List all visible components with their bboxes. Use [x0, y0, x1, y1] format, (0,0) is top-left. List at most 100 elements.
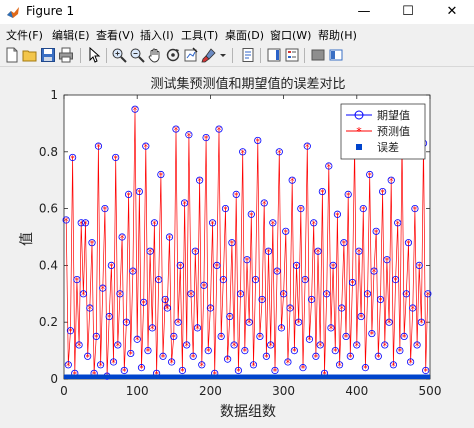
- expected-point: [137, 364, 146, 372]
- expected-point: [228, 239, 236, 247]
- predicted-point: *: [363, 365, 368, 375]
- open-file-icon[interactable]: [22, 47, 38, 63]
- expected-point: [187, 290, 195, 298]
- expected-point: [404, 239, 413, 247]
- predicted-point: *: [391, 362, 396, 372]
- expected-point: [381, 341, 389, 349]
- expected-point: [254, 136, 262, 145]
- expected-point: [150, 219, 159, 227]
- menu-file[interactable]: 文件(F): [6, 29, 43, 42]
- predicted-point: *: [90, 240, 95, 250]
- menu-window[interactable]: 窗口(W): [270, 29, 312, 42]
- window-title: Figure 1: [26, 4, 75, 18]
- expected-point: [348, 278, 357, 287]
- expected-point: [183, 341, 191, 349]
- print-icon[interactable]: [58, 47, 74, 63]
- link-plot-icon[interactable]: [240, 47, 256, 63]
- hide-plot-tools-icon[interactable]: [310, 47, 326, 63]
- predicted-point: *: [135, 336, 140, 346]
- toolbar-separator: [232, 48, 233, 63]
- insert-legend-icon[interactable]: [284, 47, 300, 63]
- predicted-point: *: [176, 319, 181, 329]
- predicted-point: *: [408, 359, 413, 369]
- expected-point: [344, 190, 352, 199]
- predicted-point: *: [260, 296, 265, 306]
- predicted-point: *: [133, 106, 138, 116]
- expected-point: [363, 290, 372, 298]
- expected-point: [146, 247, 154, 255]
- menu-insert[interactable]: 插入(I): [140, 29, 174, 42]
- error-point: [425, 374, 431, 379]
- expected-point: [252, 276, 260, 284]
- predicted-point: *: [359, 314, 364, 324]
- data-cursor-icon[interactable]: [183, 47, 199, 63]
- predicted-point: *: [251, 362, 256, 372]
- x-tick-label: 100: [126, 384, 149, 398]
- predicted-point: *: [395, 220, 400, 230]
- expected-point: [396, 346, 404, 355]
- expected-point: [269, 219, 277, 227]
- save-icon[interactable]: [40, 47, 56, 63]
- predicted-point: *: [249, 211, 254, 221]
- expected-point: [297, 205, 305, 213]
- predicted-point: *: [417, 262, 422, 272]
- predicted-point: *: [247, 319, 252, 329]
- expected-point: [189, 352, 197, 360]
- matlab-app-icon: [7, 7, 19, 18]
- predicted-point: *: [411, 305, 416, 315]
- expected-point: [387, 176, 395, 184]
- menu-bar: 文件(F) 编辑(E) 查看(V) 插入(I) 工具(T) 桌面(D) 窗口(W…: [0, 24, 474, 44]
- expected-point: [394, 219, 402, 227]
- close-button[interactable]: ✕: [446, 4, 458, 19]
- expected-point: [355, 247, 363, 255]
- insert-colorbar-icon[interactable]: [266, 47, 282, 63]
- predicted-point: *: [367, 172, 372, 182]
- predicted-point: *: [180, 367, 185, 377]
- new-figure-icon[interactable]: [4, 47, 20, 63]
- predicted-point: *: [305, 143, 310, 153]
- predicted-point: *: [348, 353, 353, 363]
- y-tick-label: 0.2: [39, 315, 58, 329]
- expected-point: [122, 318, 131, 326]
- expected-point: [219, 276, 227, 284]
- show-plot-tools-icon[interactable]: [328, 47, 344, 63]
- menu-desktop[interactable]: 桌面(D): [225, 29, 265, 42]
- predicted-point: *: [64, 217, 69, 227]
- predicted-point: *: [206, 348, 211, 358]
- expected-point: [273, 267, 281, 275]
- minimize-button[interactable]: —: [357, 4, 371, 19]
- edit-plot-arrow-icon[interactable]: [86, 47, 102, 63]
- expected-point: [249, 361, 258, 369]
- predicted-point: *: [184, 342, 189, 352]
- predicted-point: *: [234, 191, 239, 201]
- rotate-3d-icon[interactable]: [165, 47, 181, 63]
- zoom-out-icon[interactable]: [129, 47, 145, 63]
- zoom-in-icon[interactable]: [111, 47, 127, 63]
- expected-point: [118, 233, 126, 241]
- expected-point: [196, 176, 204, 184]
- brush-icon[interactable]: [201, 47, 217, 63]
- predicted-point: *: [101, 285, 106, 295]
- expected-point: [217, 332, 225, 340]
- expected-point: [163, 304, 171, 312]
- legend-expected-marker: [354, 110, 364, 120]
- expected-point: [299, 364, 307, 372]
- menu-tools[interactable]: 工具(T): [181, 29, 219, 42]
- expected-point: [376, 295, 385, 304]
- legend[interactable]: 期望值 * 预测值 误差: [340, 103, 426, 160]
- expected-point: [208, 219, 217, 227]
- expected-point: [124, 190, 133, 199]
- expected-point: [331, 346, 339, 355]
- predicted-point: *: [275, 268, 280, 278]
- brush-dropdown-icon[interactable]: [218, 47, 228, 63]
- maximize-button[interactable]: ☐: [402, 4, 414, 19]
- menu-help[interactable]: 帮助(H): [318, 29, 357, 42]
- y-tick-label: 0: [50, 372, 58, 386]
- expected-point: [389, 361, 397, 369]
- x-axis-label: 数据组数: [220, 404, 276, 420]
- menu-edit[interactable]: 编辑(E): [52, 29, 90, 42]
- menu-view[interactable]: 查看(V): [96, 29, 135, 42]
- expected-point: [185, 131, 193, 139]
- chart[interactable]: 测试集预测值和期望值的误差对比 0 100 200 300 400 500 0 0.2 0.4 0…: [0, 67, 474, 424]
- pan-hand-icon[interactable]: [147, 47, 163, 63]
